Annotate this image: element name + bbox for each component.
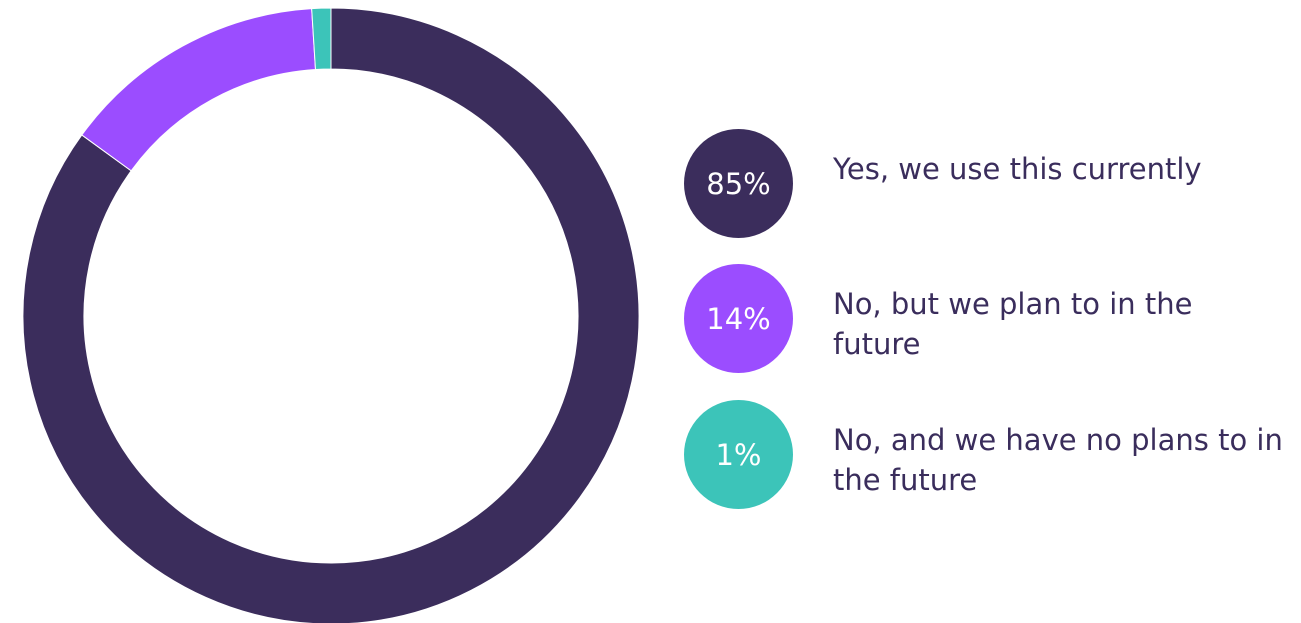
legend-badge: 1% bbox=[684, 400, 793, 509]
donut-slice-1 bbox=[81, 8, 317, 172]
legend-label: No, and we have no plans to in the futur… bbox=[833, 423, 1283, 497]
donut-slice-2 bbox=[311, 7, 332, 71]
donut-slice-0 bbox=[22, 7, 640, 623]
legend-item-yes-current: 85% Yes, we use this currently bbox=[684, 129, 1284, 239]
legend-badge: 14% bbox=[684, 264, 793, 373]
legend-item-no-plans: 1% No, and we have no plans to in the fu… bbox=[684, 400, 1284, 510]
legend-label: Yes, we use this currently bbox=[833, 152, 1202, 186]
legend-item-no-plan-future: 14% No, but we plan to in the future bbox=[684, 264, 1284, 374]
legend-label: No, but we plan to in the future bbox=[833, 287, 1193, 361]
legend-badge: 85% bbox=[684, 129, 793, 238]
